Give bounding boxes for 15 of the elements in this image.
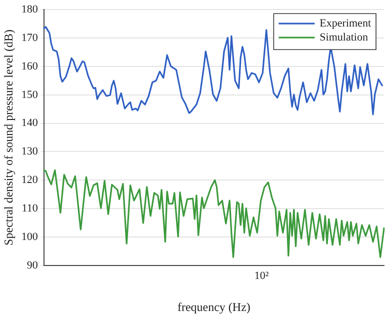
y-tick-label: 150	[21, 88, 38, 101]
text: 10²	[254, 270, 270, 282]
y-tick-label: 180	[21, 3, 38, 16]
y-axis-title: Spectral density of sound pressure level (dB)	[1, 30, 16, 246]
legend-label: Simulation	[320, 31, 368, 44]
y-tick-label: 90	[26, 259, 38, 272]
y-tick-label: 120	[21, 174, 38, 186]
y-tick-label: 110	[22, 202, 38, 214]
y-tick-label: 170	[21, 32, 38, 44]
legend-label: Experiment	[320, 17, 372, 30]
y-tick-label: 160	[21, 60, 38, 72]
y-tick-label: 140	[21, 117, 38, 130]
y-tick-label: 130	[21, 146, 38, 158]
y-tick-label: 100	[21, 230, 38, 243]
x-axis-title: frequency (Hz)	[177, 300, 250, 314]
